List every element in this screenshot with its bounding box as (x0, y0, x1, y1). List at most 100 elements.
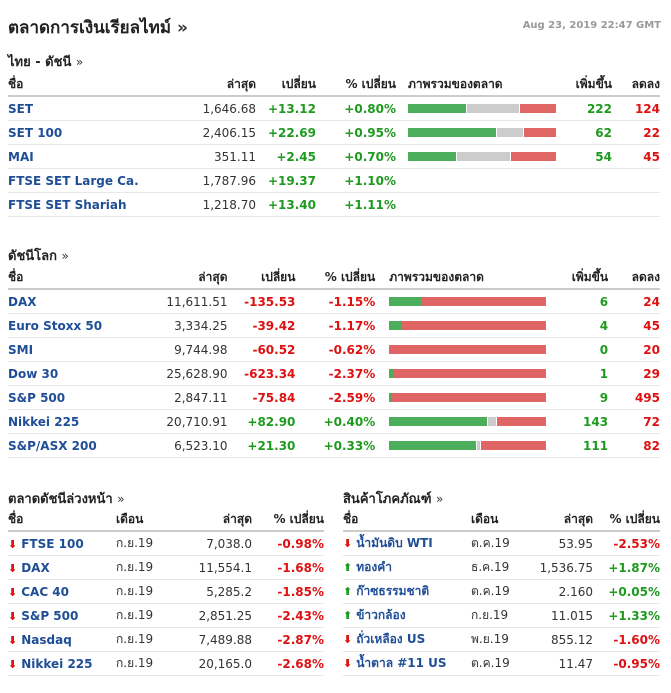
col-market-overview: ภาพรวมของตลาด (375, 266, 547, 290)
name-cell[interactable]: ⬇ Nasdaq (8, 627, 116, 652)
table-row[interactable]: ⬇ น้ำมันดิบ WTI ต.ค.19 53.95 -2.53% (343, 531, 660, 556)
instrument-name-link[interactable]: ข้าวกล้อง (356, 608, 406, 622)
page-title[interactable]: ตลาดการเงินเรียลไทม์ » (8, 18, 188, 38)
declines-count: 24 (608, 289, 660, 314)
last-value: 1,218.70 (178, 192, 256, 217)
table-row[interactable]: FTSE SET Large Ca. 1,787.96 +19.37 +1.10% (8, 168, 660, 193)
table-row[interactable]: ⬆ ก๊าซธรรมชาติ ต.ค.19 2.160 +0.05% (343, 579, 660, 604)
pct-change-value: +0.80% (316, 96, 396, 121)
last-value: 351.11 (178, 144, 256, 169)
futures-section-title[interactable]: ตลาดดัชนีล่วงหน้า » (8, 492, 125, 507)
pct-change-value: -2.53% (593, 531, 660, 556)
instrument-name-link[interactable]: CAC 40 (21, 584, 69, 599)
table-row[interactable]: ⬇ Nikkei 225 ก.ย.19 20,165.0 -2.68% (8, 651, 324, 676)
index-name-link[interactable]: FTSE SET Shariah (8, 192, 178, 217)
index-name-link[interactable]: S&P 500 (8, 385, 148, 410)
table-row[interactable]: S&P 500 2,847.11 -75.84 -2.59% 9 495 (8, 385, 660, 410)
index-name-link[interactable]: Dow 30 (8, 361, 148, 386)
thai-section-title[interactable]: ไทย - ดัชนี » (8, 55, 84, 70)
col-advances: เพิ่มขึ้น (546, 266, 609, 290)
last-value: 1,536.75 (527, 555, 593, 580)
advances-count: 6 (546, 289, 609, 314)
unchanged-segment (477, 441, 481, 450)
table-row[interactable]: FTSE SET Shariah 1,218.70 +13.40 +1.11% (8, 192, 660, 217)
index-name-link[interactable]: SET 100 (8, 120, 178, 145)
table-row[interactable]: ⬇ น้ำตาล #11 US ต.ค.19 11.47 -0.95% (343, 651, 660, 676)
instrument-name-link[interactable]: FTSE 100 (21, 536, 84, 551)
table-row[interactable]: ⬆ ข้าวกล้อง ก.ย.19 11.015 +1.33% (343, 603, 660, 628)
instrument-name-link[interactable]: Nasdaq (21, 632, 72, 647)
instrument-name-link[interactable]: น้ำมันดิบ WTI (356, 536, 433, 550)
table-row[interactable]: ⬇ Nasdaq ก.ย.19 7,489.88 -2.87% (8, 627, 324, 652)
advances-count: 54 (556, 144, 612, 169)
pct-change-value: +0.95% (316, 120, 396, 145)
last-value: 7,038.0 (176, 531, 252, 556)
world-section-title[interactable]: ดัชนีโลก » (8, 249, 69, 264)
name-cell[interactable]: ⬇ FTSE 100 (8, 531, 116, 556)
col-declines: ลดลง (608, 266, 660, 290)
declines-count: 29 (608, 361, 660, 386)
instrument-name-link[interactable]: ก๊าซธรรมชาติ (356, 584, 430, 598)
name-cell[interactable]: ⬆ ทองคำ (343, 555, 471, 580)
table-row[interactable]: MAI 351.11 +2.45 +0.70% 54 45 (8, 144, 660, 169)
col-name: ชื่อ (343, 508, 471, 532)
index-name-link[interactable]: SET (8, 96, 178, 121)
table-row[interactable]: ⬇ FTSE 100 ก.ย.19 7,038.0 -0.98% (8, 531, 324, 556)
instrument-name-link[interactable]: S&P 500 (21, 608, 79, 623)
table-row[interactable]: ⬇ ถั่วเหลือง US พ.ย.19 855.12 -1.60% (343, 627, 660, 652)
name-cell[interactable]: ⬇ S&P 500 (8, 603, 116, 628)
advances-segment (389, 369, 394, 378)
table-row[interactable]: SET 1,646.68 +13.12 +0.80% 222 124 (8, 96, 660, 121)
table-row[interactable]: ⬇ S&P 500 ก.ย.19 2,851.25 -2.43% (8, 603, 324, 628)
name-cell[interactable]: ⬇ น้ำมันดิบ WTI (343, 531, 471, 556)
contract-month: ก.ย.19 (116, 651, 176, 676)
contract-month: ก.ย.19 (116, 627, 176, 652)
table-row[interactable]: ⬇ DAX ก.ย.19 11,554.1 -1.68% (8, 555, 324, 580)
name-cell[interactable]: ⬆ ข้าวกล้อง (343, 603, 471, 628)
table-row[interactable]: Dow 30 25,628.90 -623.34 -2.37% 1 29 (8, 361, 660, 386)
index-name-link[interactable]: Nikkei 225 (8, 409, 148, 434)
index-name-link[interactable]: DAX (8, 289, 148, 314)
change-value: +13.12 (256, 96, 316, 121)
table-row[interactable]: SMI 9,744.98 -60.52 -0.62% 0 20 (8, 337, 660, 362)
advances-segment (389, 321, 402, 330)
index-name-link[interactable]: SMI (8, 337, 148, 362)
declines-count: 20 (608, 337, 660, 362)
instrument-name-link[interactable]: Nikkei 225 (21, 656, 93, 671)
index-name-link[interactable]: FTSE SET Large Ca. (8, 168, 178, 193)
index-name-link[interactable]: S&P/ASX 200 (8, 433, 148, 458)
advances-count (556, 192, 612, 217)
index-name-link[interactable]: MAI (8, 144, 178, 169)
table-row[interactable]: S&P/ASX 200 6,523.10 +21.30 +0.33% 111 82 (8, 433, 660, 458)
contract-month: ก.ย.19 (116, 531, 176, 556)
pct-change-value: -0.95% (593, 651, 660, 676)
contract-month: ธ.ค.19 (471, 555, 527, 580)
pct-change-value: -2.37% (295, 361, 376, 386)
index-name-link[interactable]: Euro Stoxx 50 (8, 313, 148, 338)
name-cell[interactable]: ⬇ Nikkei 225 (8, 651, 116, 676)
arrow-up-icon: ⬆ (343, 561, 353, 574)
table-row[interactable]: Nikkei 225 20,710.91 +82.90 +0.40% 143 72 (8, 409, 660, 434)
last-value: 7,489.88 (176, 627, 252, 652)
commodities-section-title[interactable]: สินค้าโภคภัณฑ์ » (343, 492, 444, 507)
instrument-name-link[interactable]: DAX (21, 560, 50, 575)
table-row[interactable]: DAX 11,611.51 -135.53 -1.15% 6 24 (8, 289, 660, 314)
name-cell[interactable]: ⬇ ถั่วเหลือง US (343, 627, 471, 652)
table-row[interactable]: ⬇ CAC 40 ก.ย.19 5,285.2 -1.85% (8, 579, 324, 604)
name-cell[interactable]: ⬇ DAX (8, 555, 116, 580)
declines-count: 22 (612, 120, 660, 145)
table-row[interactable]: ⬆ ทองคำ ธ.ค.19 1,536.75 +1.87% (343, 555, 660, 580)
last-value: 20,710.91 (147, 409, 228, 434)
pct-change-value: -0.98% (252, 531, 324, 556)
thai-index-table: ชื่อ ล่าสุด เปลี่ยน % เปลี่ยน ภาพรวมของต… (8, 73, 660, 217)
instrument-name-link[interactable]: ทองคำ (356, 560, 392, 574)
name-cell[interactable]: ⬇ CAC 40 (8, 579, 116, 604)
table-row[interactable]: Euro Stoxx 50 3,334.25 -39.42 -1.17% 4 45 (8, 313, 660, 338)
table-row[interactable]: SET 100 2,406.15 +22.69 +0.95% 62 22 (8, 120, 660, 145)
instrument-name-link[interactable]: น้ำตาล #11 US (356, 656, 447, 670)
last-value: 53.95 (527, 531, 593, 556)
pct-change-value: +0.33% (295, 433, 376, 458)
name-cell[interactable]: ⬇ น้ำตาล #11 US (343, 651, 471, 676)
instrument-name-link[interactable]: ถั่วเหลือง US (356, 632, 426, 646)
name-cell[interactable]: ⬆ ก๊าซธรรมชาติ (343, 579, 471, 604)
